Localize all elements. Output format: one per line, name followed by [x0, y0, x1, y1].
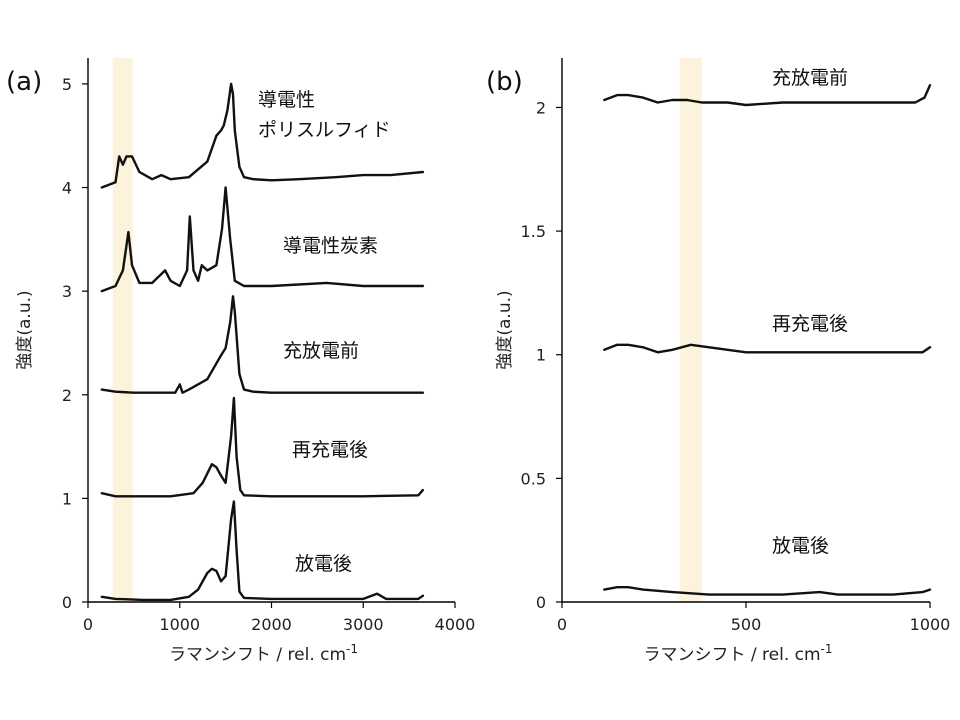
x-axis-title-superscript: -1	[821, 642, 833, 656]
panel-label: (b)	[486, 67, 523, 97]
series-label-3: 充放電前	[283, 340, 359, 362]
y-tick-label: 2	[536, 98, 546, 117]
x-axis-title-text: ラマンシフト / rel. cm	[643, 645, 820, 665]
y-tick-label: 3	[62, 282, 72, 301]
x-tick-label: 0	[83, 615, 93, 634]
panel-b-chart: 0 0.5 1 1.5 2 0 500 1000 (b) ラマンシフト / rel. cm-1 強度…	[486, 58, 950, 665]
y-tick-label: 1.5	[521, 222, 546, 241]
spectrum-line-4	[100, 396, 425, 498]
x-tick-label: 3000	[343, 615, 384, 634]
x-tick-label: 4000	[435, 615, 476, 634]
spectrum-line-1	[603, 84, 932, 107]
series-label-line: 充放電前	[772, 67, 848, 89]
spectrum-line-2	[603, 343, 932, 354]
series-label-line: 充放電前	[283, 340, 359, 362]
y-axis-title: 強度(a.u.)	[15, 290, 35, 369]
spectrum-line-1	[100, 82, 425, 189]
series-label-1: 導電性ポリスルフィド	[258, 89, 391, 141]
spectrum-line-3	[100, 295, 425, 394]
x-tick-label: 2000	[251, 615, 292, 634]
y-tick-label: 4	[62, 179, 72, 198]
y-tick-label: 0	[536, 593, 546, 612]
x-tick-label: 1000	[159, 615, 200, 634]
series-label-2: 導電性炭素	[283, 235, 378, 257]
series-label-line: ポリスルフィド	[258, 119, 391, 141]
x-tick-label: 500	[731, 615, 762, 634]
y-tick-label: 0	[62, 593, 72, 612]
y-tick-label: 2	[62, 386, 72, 405]
series-label-line: 放電後	[295, 553, 352, 575]
y-axis-title: 強度(a.u.)	[495, 290, 515, 369]
series-label-3: 放電後	[772, 535, 829, 557]
series-label-line: 再充電後	[292, 439, 368, 461]
series-label-line: 導電性	[258, 89, 315, 111]
series-label-line: 導電性炭素	[283, 235, 378, 257]
y-tick-label: 1	[536, 346, 546, 365]
x-axis-title-superscript: -1	[346, 642, 358, 656]
spectrum-line-3	[603, 586, 932, 596]
highlight-band	[679, 58, 702, 602]
x-axis-title: ラマンシフト / rel. cm-1	[643, 642, 832, 665]
series-label-5: 放電後	[295, 553, 352, 575]
x-axis-title-text: ラマンシフト / rel. cm	[169, 645, 346, 665]
series-label-4: 再充電後	[292, 439, 368, 461]
series-label-line: 再充電後	[772, 313, 848, 335]
series-label-line: 放電後	[772, 535, 829, 557]
panel-label: (a)	[6, 67, 42, 97]
x-axis-title: ラマンシフト / rel. cm-1	[169, 642, 358, 665]
y-tick-label: 1	[62, 489, 72, 508]
series-label-1: 充放電前	[772, 67, 848, 89]
highlight-band	[112, 58, 133, 602]
x-tick-label: 0	[557, 615, 567, 634]
y-tick-label: 0.5	[521, 469, 546, 488]
spectrum-line-5	[100, 500, 425, 602]
series-label-2: 再充電後	[772, 313, 848, 335]
spectrum-line-2	[100, 186, 425, 293]
x-tick-label: 1000	[910, 615, 951, 634]
y-tick-label: 5	[62, 75, 72, 94]
panel-a-chart: 0 1 2 3 4 5 0 1000 2000 3000 4000 (a) ラマンシフト / rel. …	[6, 58, 475, 665]
